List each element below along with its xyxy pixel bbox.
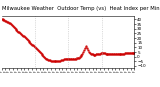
Text: Milwaukee Weather  Outdoor Temp (vs)  Heat Index per Minute (Last 24 Hours): Milwaukee Weather Outdoor Temp (vs) Heat… <box>2 6 160 11</box>
